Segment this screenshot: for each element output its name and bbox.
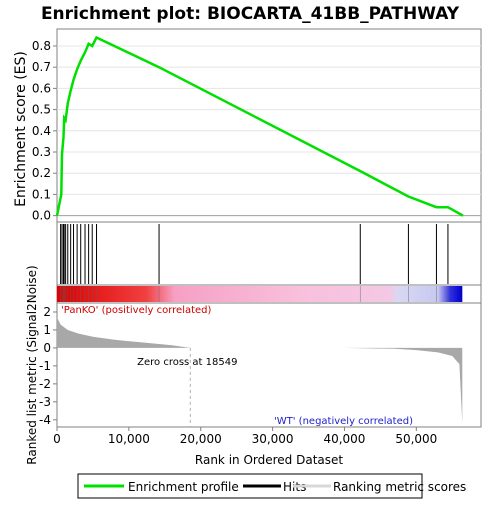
metric-y-tick-label: 0 (43, 341, 51, 355)
rank-colorbar (57, 286, 463, 302)
es-y-tick-label: 0.7 (32, 60, 51, 74)
metric-y-tick-label: -2 (39, 377, 51, 391)
enrichment-profile-line (55, 35, 464, 217)
metric-y-tick-label: -3 (39, 395, 51, 409)
metric-panel-frame (56, 302, 482, 428)
hits-panel (56, 221, 482, 286)
es-y-tick-label: 0.5 (32, 103, 51, 117)
legend: Enrichment profile Hits Ranking metric s… (77, 473, 466, 499)
x-tick-label: 0 (53, 432, 61, 446)
hits-panel-frame (56, 221, 482, 286)
x-tick-label: 20,000 (180, 432, 222, 446)
x-axis-label: Rank in Ordered Dataset (195, 453, 343, 467)
colorbar-hit-markers (60, 286, 449, 302)
es-y-tick-label: 0.3 (32, 145, 51, 159)
hit-markers (60, 224, 449, 284)
metric-y-ticks: 2 1 0 -1 -2 -3 -4 (39, 305, 57, 427)
metric-y-axis-label: Ranked list metric (Signal2Noise) (25, 265, 39, 464)
x-tick-label: 10,000 (108, 432, 150, 446)
es-y-tick-label: 0.2 (32, 166, 51, 180)
es-y-tick-label: 0.4 (32, 124, 51, 138)
legend-item-ranking-metric: Ranking metric scores (333, 480, 466, 494)
es-gridlines (57, 45, 481, 217)
x-tick-label: 50,000 (395, 432, 437, 446)
es-panel: 0.0 0.1 0.2 0.3 0.4 0.5 0.6 0.7 0.8 Enrichment s… (13, 28, 482, 223)
metric-y-tick-label: 1 (43, 323, 51, 337)
metric-y-tick-label: -4 (39, 413, 51, 427)
zero-cross-label: Zero cross at 18549 (137, 357, 237, 368)
es-y-tick-label: 0.6 (32, 81, 51, 95)
es-y-tick-label: 0.1 (32, 187, 51, 201)
x-axis-ticks: 0 10,000 20,000 30,000 40,000 50,000 (53, 427, 437, 446)
metric-y-tick-label: 2 (43, 305, 51, 319)
es-y-axis-label: Enrichment score (ES) (13, 51, 29, 207)
es-y-tick-label: 0.0 (32, 209, 51, 223)
negative-correlation-label: 'WT' (negatively correlated) (274, 416, 413, 427)
positive-correlation-label: 'PanKO' (positively correlated) (61, 305, 212, 316)
rank-colorbar-panel (56, 284, 482, 304)
legend-item-enrichment-profile: Enrichment profile (128, 480, 239, 494)
chart-title: Enrichment plot: BIOCARTA_41BB_PATHWAY (41, 4, 460, 24)
x-tick-label: 30,000 (252, 432, 294, 446)
es-panel-frame (56, 28, 482, 223)
metric-y-tick-label: -1 (39, 359, 51, 373)
x-tick-label: 40,000 (323, 432, 365, 446)
es-y-tick-label: 0.8 (32, 39, 51, 53)
es-y-ticks: 0.0 0.1 0.2 0.3 0.4 0.5 0.6 0.7 0.8 (32, 39, 57, 223)
metric-panel: 2 1 0 -1 -2 -3 -4 Zero cross at 18549 'PanKO' … (25, 265, 482, 465)
